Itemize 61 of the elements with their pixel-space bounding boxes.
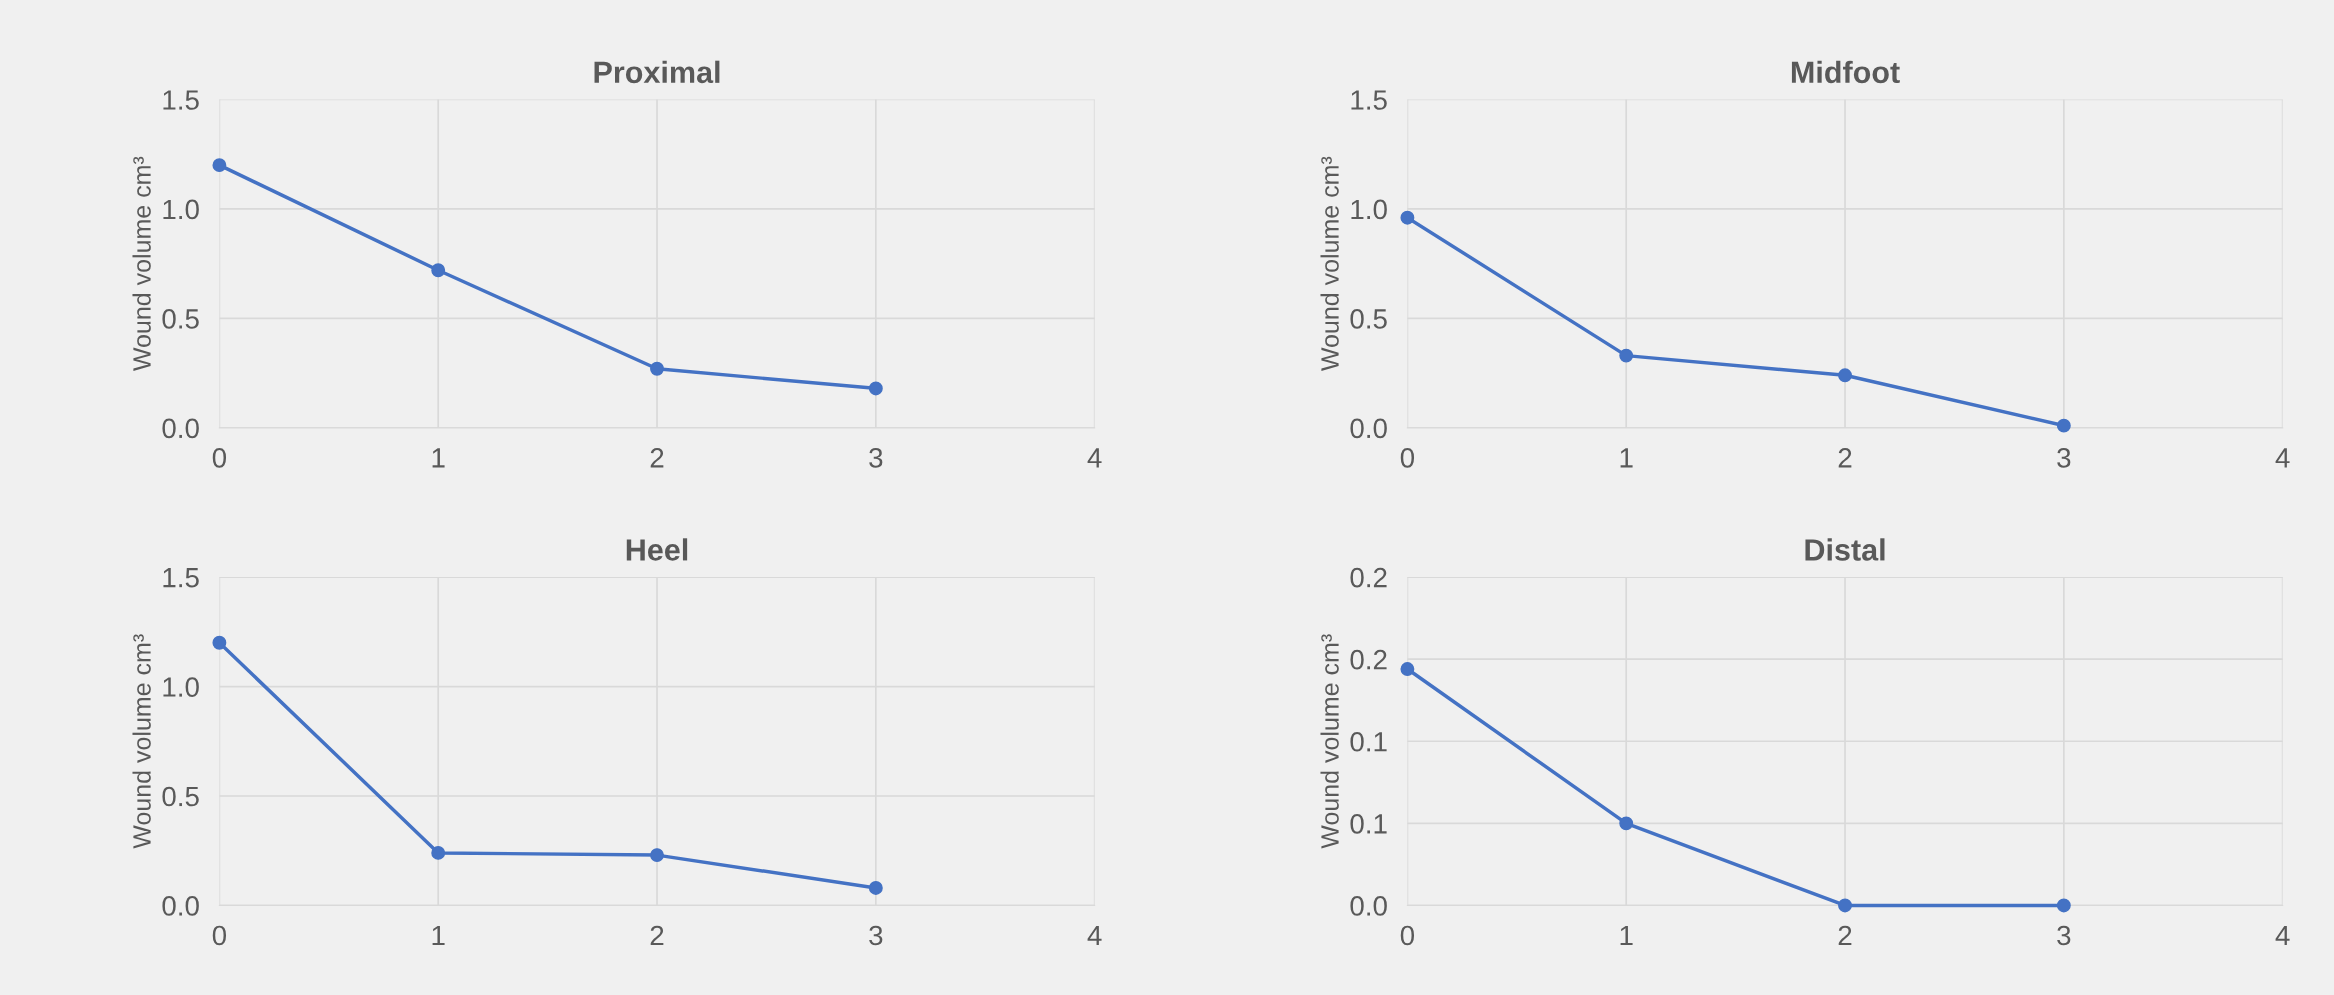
- point: [431, 845, 446, 860]
- y-tick-label: 0.2: [1350, 649, 1387, 670]
- y-tick-label: 0.5: [1350, 309, 1387, 329]
- y-axis-title: Wound volume cm³: [132, 156, 151, 372]
- chart-title: Heel: [626, 538, 688, 561]
- y-tick-label: 1.5: [163, 90, 199, 110]
- y-tick-label: 0.0: [162, 418, 199, 439]
- y-tick-label: 1.5: [163, 568, 199, 588]
- x-tick-label: 2: [650, 925, 664, 946]
- y-tick-label: 0.5: [162, 309, 199, 329]
- y-tick-label: 0.0: [162, 896, 199, 916]
- x-tick-label: 2: [1838, 448, 1852, 468]
- point: [650, 361, 664, 376]
- point: [1400, 662, 1415, 676]
- x-tick-label: 3: [2057, 925, 2071, 946]
- x-tick-label: 0: [212, 925, 227, 946]
- chart-title: Distal: [1805, 538, 1885, 561]
- x-tick-label: 2: [1838, 925, 1852, 946]
- x-tick-label: 0: [212, 448, 227, 468]
- x-tick-label: 1: [432, 448, 445, 468]
- chart-title: Midfoot: [1791, 60, 1900, 84]
- point: [1400, 210, 1415, 225]
- point: [868, 880, 883, 895]
- chart-title: Proximal: [594, 60, 720, 84]
- x-tick-label: 3: [2057, 448, 2071, 468]
- x-tick-label: 1: [1620, 925, 1633, 946]
- y-tick-label: 0.0: [1350, 418, 1387, 439]
- y-tick-label: 1.0: [1351, 199, 1387, 220]
- y-axis-title: Wound volume cm³: [132, 634, 151, 849]
- point: [1619, 816, 1634, 831]
- x-tick-label: 3: [869, 925, 883, 946]
- x-tick-label: 4: [1087, 925, 1102, 946]
- point: [1838, 898, 1852, 913]
- y-tick-label: 0.0: [1350, 896, 1387, 916]
- point: [431, 263, 446, 278]
- x-tick-label: 4: [2275, 448, 2290, 468]
- y-axis-title: Wound volume cm³: [1320, 634, 1339, 849]
- y-tick-label: 1.0: [163, 677, 199, 697]
- y-tick-label: 0.2: [1350, 567, 1387, 588]
- x-tick-label: 0: [1400, 925, 1415, 946]
- point: [868, 381, 883, 396]
- y-tick-label: 0.1: [1350, 731, 1387, 752]
- x-tick-label: 0: [1400, 448, 1415, 468]
- point: [1838, 368, 1852, 383]
- x-tick-label: 4: [1087, 448, 1102, 468]
- y-tick-label: 0.1: [1350, 814, 1387, 834]
- y-tick-label: 1.0: [163, 199, 199, 220]
- point: [212, 158, 227, 173]
- point: [1619, 348, 1634, 363]
- x-tick-label: 4: [2275, 925, 2290, 946]
- x-tick-label: 2: [650, 448, 664, 468]
- x-tick-label: 1: [1620, 448, 1633, 468]
- y-axis-title: Wound volume cm³: [1320, 156, 1339, 372]
- point: [2056, 418, 2071, 433]
- x-tick-label: 3: [869, 448, 883, 468]
- point: [2056, 898, 2071, 913]
- x-tick-label: 1: [432, 925, 445, 946]
- y-tick-label: 1.5: [1351, 90, 1387, 110]
- y-tick-label: 0.5: [162, 786, 199, 807]
- point: [650, 848, 664, 863]
- point: [212, 635, 227, 650]
